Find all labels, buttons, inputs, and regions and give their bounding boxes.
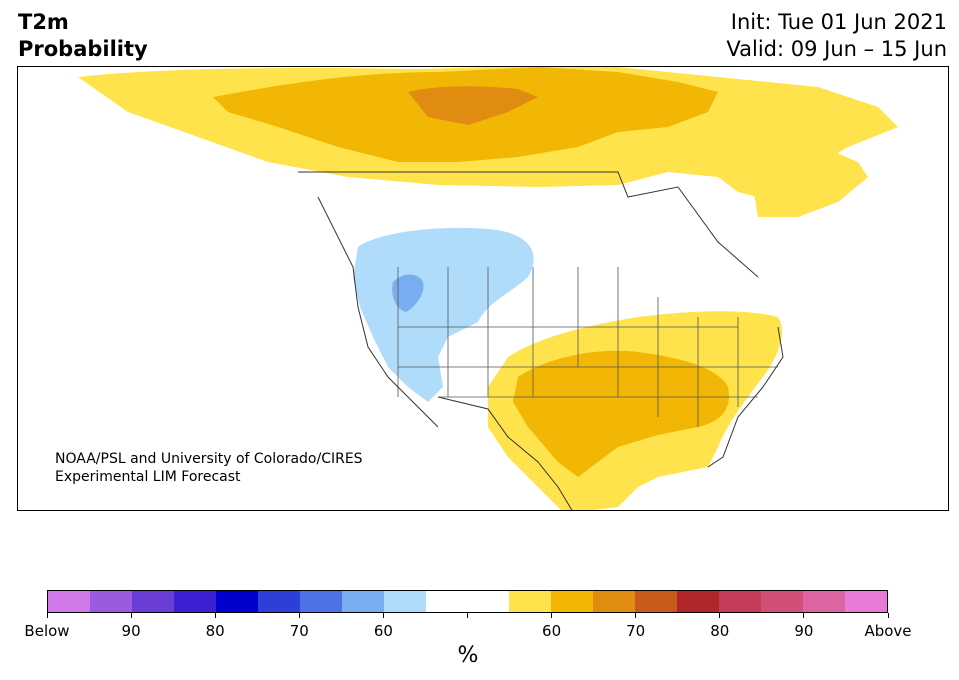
colorbar-tick-label: 70 — [626, 622, 646, 640]
credit-text: NOAA/PSL and University of Colorado/CIRE… — [55, 450, 363, 486]
colorbar-tick-label: 90 — [121, 622, 141, 640]
colorbar-tick-label: 80 — [205, 622, 225, 640]
colorbar-segment — [299, 591, 342, 612]
colorbar-unit: % — [457, 643, 479, 668]
colorbar-segment — [509, 591, 552, 612]
colorbar-tick — [887, 613, 889, 618]
colorbar-tick — [46, 613, 48, 618]
colorbar-segment — [467, 591, 510, 612]
us-canada-border — [298, 171, 759, 278]
colorbar-tick-label: 60 — [373, 622, 393, 640]
init-date: Init: Tue 01 Jun 2021 — [730, 10, 947, 34]
colorbar-tick-label: 60 — [542, 622, 562, 640]
colorbar-segment — [383, 591, 426, 612]
colorbar-tick-label: 80 — [710, 622, 730, 640]
colorbar-tick — [382, 613, 384, 618]
colorbar — [47, 590, 888, 613]
colorbar-segment — [173, 591, 216, 612]
colorbar-tick — [467, 613, 468, 618]
northwest-cool-70 — [392, 274, 424, 312]
probability-map — [17, 66, 949, 511]
canada-warm-80 — [408, 86, 538, 125]
valid-range: Valid: 09 Jun – 15 Jun — [726, 37, 947, 61]
us-mexico-border — [437, 396, 573, 510]
title-variable: T2m — [18, 10, 69, 34]
colorbar-tick-label: Above — [864, 622, 912, 640]
colorbar-segment — [257, 591, 300, 612]
colorbar-tick — [635, 613, 637, 618]
colorbar-segment — [215, 591, 258, 612]
forecast-dates: Init: Tue 01 Jun 2021 Valid: 09 Jun – 15… — [726, 9, 947, 63]
southeast-warm-70 — [513, 350, 729, 477]
title-type: Probability — [18, 37, 148, 61]
colorbar-tick — [298, 613, 300, 618]
colorbar-segment — [551, 591, 594, 612]
map-title: T2m Probability — [18, 9, 148, 63]
colorbar-segment — [845, 591, 888, 612]
colorbar-tick-label: Below — [24, 622, 70, 640]
colorbar-segment — [677, 591, 720, 612]
colorbar-segment — [803, 591, 846, 612]
colorbar-tick — [130, 613, 132, 618]
colorbar-tick — [803, 613, 805, 618]
colorbar-tick — [214, 613, 216, 618]
map-canvas — [78, 67, 898, 510]
colorbar-tick — [719, 613, 721, 618]
colorbar-tick — [551, 613, 553, 618]
colorbar-segment — [593, 591, 636, 612]
colorbar-segment — [719, 591, 762, 612]
colorbar-segment — [425, 591, 468, 612]
coastline-west — [317, 196, 439, 428]
credit-line-2: Experimental LIM Forecast — [55, 469, 241, 485]
credit-line-1: NOAA/PSL and University of Colorado/CIRE… — [55, 451, 363, 467]
colorbar-segment — [131, 591, 174, 612]
colorbar-tick-label: 90 — [794, 622, 814, 640]
colorbar-tick-label: 70 — [289, 622, 309, 640]
colorbar-segment — [761, 591, 804, 612]
colorbar-segment — [341, 591, 384, 612]
quebec-warm-60 — [753, 145, 868, 217]
colorbar-segment — [48, 591, 90, 612]
colorbar-segment — [635, 591, 678, 612]
coastline-east — [707, 326, 784, 468]
state-lines — [397, 267, 778, 427]
colorbar-segment — [89, 591, 132, 612]
